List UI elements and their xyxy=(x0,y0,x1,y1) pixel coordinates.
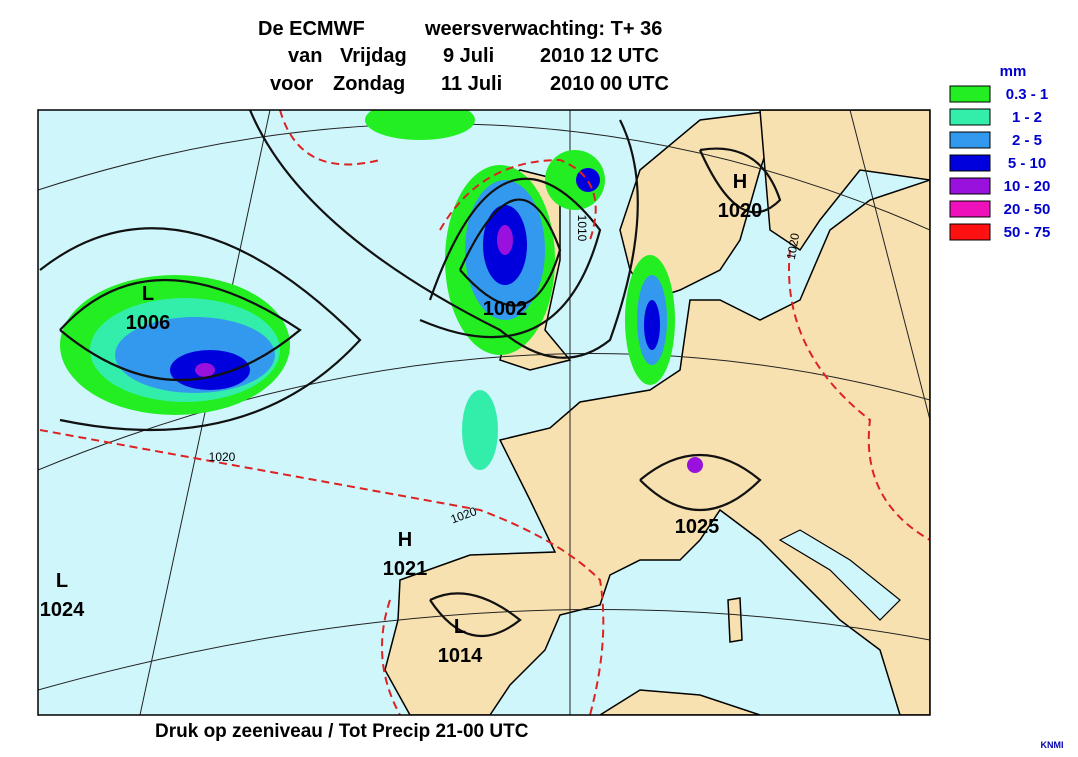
pressure-value: 1014 xyxy=(438,645,483,667)
pressure-symbol: L xyxy=(142,283,154,305)
legend-swatch xyxy=(949,108,991,126)
legend-label: 2 - 5 xyxy=(1012,132,1042,149)
pressure-symbol: H xyxy=(398,529,412,551)
legend-swatch xyxy=(949,200,991,218)
legend-label: 0.3 - 1 xyxy=(1006,86,1049,103)
pressure-value: 1025 xyxy=(675,516,720,538)
pressure-value: 1006 xyxy=(126,312,171,334)
pressure-symbol: H xyxy=(733,171,747,193)
legend-swatch xyxy=(949,223,991,241)
legend-label: 50 - 75 xyxy=(1004,224,1051,241)
header-text: Vrijdag xyxy=(340,45,407,67)
isobar-label: 1020 xyxy=(209,450,236,464)
pressure-value: 1024 xyxy=(40,599,85,621)
legend-swatch xyxy=(949,85,991,103)
pressure-value: 1021 xyxy=(383,558,428,580)
isobar-label: 1010 xyxy=(575,215,589,242)
header-text: De ECMWF xyxy=(258,18,365,40)
legend-label: 20 - 50 xyxy=(1004,201,1051,218)
corsica xyxy=(727,597,743,643)
pressure-symbol: L xyxy=(454,616,466,638)
header-text: voor xyxy=(270,73,314,95)
isobar-label: 1020 xyxy=(784,232,802,261)
footer-caption: Druk op zeeniveau / Tot Precip 21-00 UTC xyxy=(155,721,529,742)
isobars xyxy=(39,110,930,715)
north-africa xyxy=(598,689,761,715)
pressure-value: 1002 xyxy=(483,298,528,320)
header-text: 11 Juli xyxy=(441,73,502,95)
legend-swatch xyxy=(949,177,991,195)
legend-label: 5 - 10 xyxy=(1008,155,1046,172)
adriatic xyxy=(778,529,901,621)
header-text: Zondag xyxy=(333,73,405,95)
graticule xyxy=(38,110,930,715)
legend-label: 1 - 2 xyxy=(1012,109,1042,126)
header-text: 9 Juli xyxy=(443,45,494,67)
legend-swatch xyxy=(949,154,991,172)
pressure-value: 1020 xyxy=(718,200,763,222)
header-text: 2010 00 UTC xyxy=(550,73,669,95)
legend-unit: mm xyxy=(1000,63,1027,80)
header-text: weersverwachting: T+ 36 xyxy=(424,18,662,40)
continent xyxy=(384,179,930,715)
map xyxy=(37,109,931,716)
pressure-symbol: L xyxy=(56,570,68,592)
header-text: van xyxy=(288,45,322,67)
fennoscandia xyxy=(759,110,930,252)
footer-credit: KNMI xyxy=(1041,740,1064,750)
map-frame xyxy=(37,109,931,716)
legend-swatch xyxy=(949,131,991,149)
legend-label: 10 - 20 xyxy=(1004,178,1051,195)
header-text: 2010 12 UTC xyxy=(540,45,659,67)
